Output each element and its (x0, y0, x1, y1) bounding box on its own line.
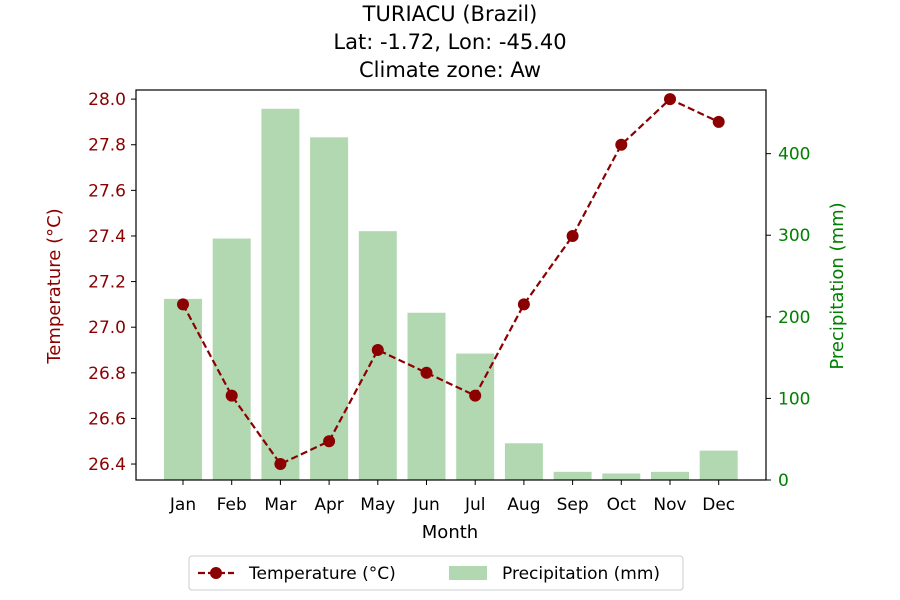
x-tick-label-jun: Jun (412, 495, 440, 515)
temperature-point-mar (274, 458, 287, 471)
x-tick-label-sep: Sep (557, 495, 589, 515)
plot-frame (135, 89, 767, 481)
temperature-point-dec (712, 115, 725, 128)
right-tick-label: 100 (778, 389, 810, 409)
temperature-point-may (371, 344, 384, 356)
x-tick-label-dec: Dec (702, 495, 735, 515)
legend-frame (188, 555, 684, 591)
x-tick-label-apr: Apr (314, 495, 343, 515)
legend-temperature-marker (210, 567, 222, 579)
temperature-point-feb (225, 389, 238, 402)
legend: Temperature (°C) Precipitation (mm) (188, 555, 684, 591)
precipitation-bar-apr (310, 137, 349, 480)
temperature-point-jan (177, 298, 189, 311)
precipitation-bar-dec (699, 450, 738, 480)
temperature-point-jun (420, 366, 433, 379)
temperature-line (182, 97, 720, 466)
legend-precipitation-swatch (449, 566, 487, 580)
chart-title-line-1: TURIACU (Brazil) (362, 2, 538, 26)
axes: Jan Feb Mar Apr May Jun Jul Aug Sep Oct Nov Dec 26.4… (88, 89, 810, 515)
precipitation-bars (164, 108, 738, 481)
precipitation-bar-jul (456, 353, 495, 480)
left-tick-label: 27.0 (88, 318, 126, 338)
left-tick-label: 27.8 (88, 136, 126, 156)
x-tick-label-feb: Feb (217, 495, 247, 515)
temperature-point-aug (517, 298, 530, 311)
left-tick-label: 27.6 (88, 181, 126, 201)
precipitation-bar-jun (407, 312, 446, 480)
legend-temperature-label: Temperature (°C) (248, 564, 396, 584)
x-tick-label-oct: Oct (607, 495, 637, 515)
temperature-line-layer (177, 93, 725, 471)
precipitation-bar-aug (504, 443, 543, 480)
precipitation-bar-mar (261, 108, 300, 481)
right-tick-label: 200 (778, 308, 810, 328)
right-axis-label: Precipitation (mm) (827, 202, 848, 369)
left-tick-label: 27.4 (88, 227, 126, 247)
left-tick-label: 28.0 (88, 90, 126, 110)
precipitation-bar-jan (164, 298, 202, 480)
x-tick-label-aug: Aug (507, 495, 540, 515)
left-axis-label: Temperature (°C) (44, 208, 65, 364)
precipitation-bar-sep (553, 471, 592, 480)
right-tick-label: 400 (778, 145, 810, 165)
x-tick-label-mar: Mar (264, 495, 296, 515)
left-tick-label: 26.4 (88, 455, 126, 475)
precipitation-bar-nov (651, 471, 689, 480)
temperature-point-apr (323, 435, 336, 448)
temperature-point-nov (664, 93, 676, 106)
x-tick-label-may: May (360, 495, 395, 515)
x-tick-label-jan: Jan (169, 495, 196, 515)
right-tick-label: 0 (778, 471, 789, 491)
left-tick-label: 26.6 (88, 409, 126, 429)
chart-title-line-2: Lat: -1.72, Lon: -45.40 (333, 30, 566, 54)
x-tick-label-jul: Jul (464, 495, 486, 515)
left-tick-label: 27.2 (88, 273, 126, 293)
chart-title-line-3: Climate zone: Aw (359, 58, 541, 82)
precipitation-bar-feb (212, 238, 251, 480)
right-tick-label: 300 (778, 226, 810, 246)
x-tick-label-nov: Nov (653, 495, 686, 515)
temperature-point-sep (566, 229, 579, 242)
left-tick-label: 26.8 (88, 364, 126, 384)
x-axis-label: Month (422, 522, 478, 543)
precipitation-bar-oct (602, 473, 641, 480)
legend-precipitation-label: Precipitation (mm) (502, 564, 660, 584)
temperature-point-jul (469, 389, 482, 402)
temperature-point-oct (615, 138, 628, 151)
